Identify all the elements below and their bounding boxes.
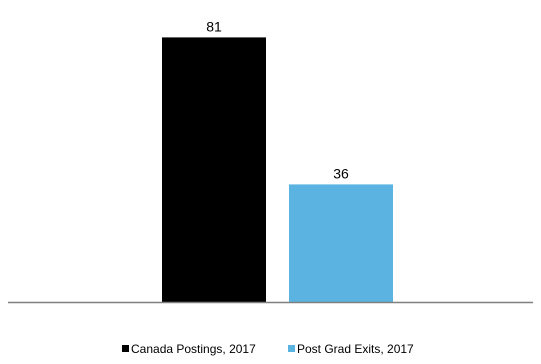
legend-swatch-2 [288,345,295,352]
bar-2 [289,184,393,302]
legend-item-2: Post Grad Exits, 2017 [288,342,414,356]
data-labels-layer: 81 36 [206,18,349,181]
legend-item-1: Canada Postings, 2017 [122,342,256,356]
legend-swatch-1 [122,345,129,352]
bar-1 [162,37,266,303]
legend: Canada Postings, 2017 Post Grad Exits, 20… [122,342,414,356]
bar-value-label-2: 36 [333,165,349,181]
bars-layer [162,37,393,303]
legend-label-2: Post Grad Exits, 2017 [297,342,414,356]
bar-value-label-1: 81 [206,18,222,34]
legend-label-1: Canada Postings, 2017 [131,342,256,356]
